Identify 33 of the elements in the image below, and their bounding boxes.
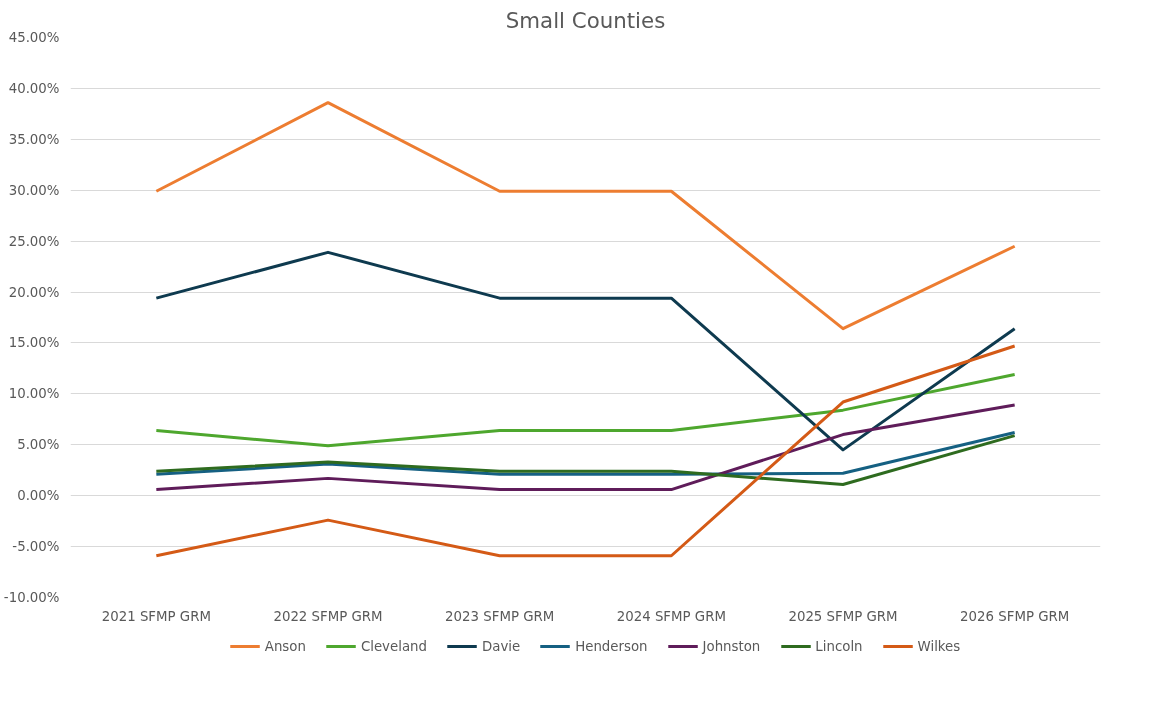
x-tick-label: 2026 SFMP GRM: [960, 608, 1070, 624]
y-tick-label: -10.00%: [3, 590, 60, 605]
x-tick-label: 2024 SFMP GRM: [616, 608, 726, 624]
line-series: [154, 434, 1017, 486]
legend-label: Henderson: [575, 638, 648, 654]
y-tick-label: 30.00%: [8, 182, 60, 198]
line-series: [154, 101, 1017, 331]
line-series: [154, 403, 1017, 492]
y-tick-label: 5.00%: [17, 437, 60, 453]
legend-label: Cleveland: [360, 638, 427, 654]
x-tick-label: 2025 SFMP GRM: [788, 608, 898, 624]
y-tick-label: 10.00%: [8, 386, 60, 402]
line-series: [154, 431, 1017, 476]
y-tick-label: -5.00%: [12, 539, 60, 555]
y-tick-label: 35.00%: [8, 131, 60, 147]
legend-label: Anson: [264, 638, 306, 654]
line-series: [154, 344, 1017, 558]
y-tick-label: 20.00%: [8, 284, 60, 300]
line-series: [154, 373, 1017, 448]
y-tick-label: 25.00%: [8, 233, 60, 249]
y-tick-label: 15.00%: [8, 335, 60, 351]
x-tick-label: 2021 SFMP GRM: [101, 608, 211, 624]
legend-label: Wilkes: [917, 638, 961, 654]
line-series: [154, 250, 1017, 452]
x-tick-label: 2023 SFMP GRM: [445, 608, 555, 624]
legend-label: Davie: [481, 638, 521, 654]
y-tick-label: 0.00%: [17, 488, 60, 504]
x-tick-label: 2022 SFMP GRM: [273, 608, 383, 624]
y-tick-label: 45.00%: [8, 30, 60, 45]
legend-label: Johnston: [702, 638, 761, 654]
legend-label: Lincoln: [815, 638, 863, 654]
y-tick-label: 40.00%: [8, 80, 60, 96]
chart-title: Small Counties: [505, 7, 666, 33]
